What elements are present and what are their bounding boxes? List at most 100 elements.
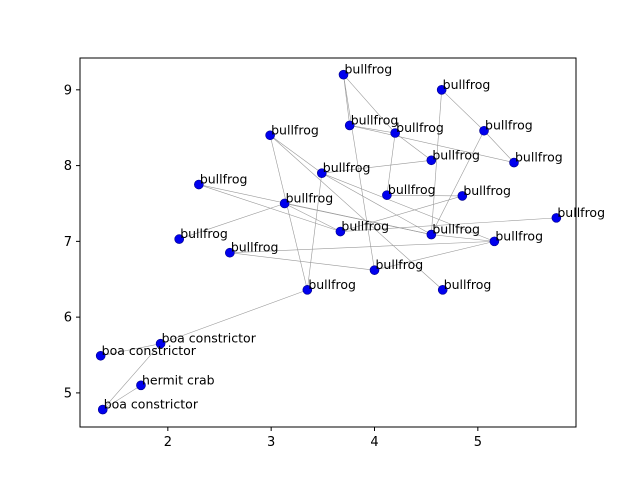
data-point-13: [551, 213, 562, 223]
data-point-7: [509, 157, 519, 168]
edge-line-23: [229, 252, 375, 271]
point-label-23: boa constrictor: [102, 343, 197, 358]
edge-line-19: [340, 195, 463, 232]
edge-line-31: [321, 172, 495, 242]
edge-line-33: [198, 184, 432, 235]
edge-line-27: [100, 343, 161, 357]
point-label-19: bullfrog: [376, 257, 424, 272]
point-label-0: bullfrog: [345, 62, 393, 77]
x-tick-label-0: 2: [164, 435, 172, 450]
data-point-10: [382, 190, 392, 200]
edge-line-10: [307, 173, 323, 290]
point-label-10: bullfrog: [388, 182, 436, 197]
edge-line-26: [160, 289, 308, 344]
x-tick-label-1: 3: [267, 435, 275, 450]
data-point-21: [437, 285, 448, 295]
point-label-7: bullfrog: [515, 150, 563, 165]
data-point-4: [479, 125, 489, 136]
point-label-20: bullfrog: [308, 277, 356, 292]
point-label-2: bullfrog: [351, 112, 399, 127]
point-label-14: bullfrog: [341, 219, 389, 234]
edge-line-0: [343, 74, 350, 126]
y-tick-label-1: 6: [64, 311, 72, 326]
point-label-3: bullfrog: [396, 120, 444, 135]
edge-line-29: [102, 385, 142, 410]
data-point-0: [338, 69, 349, 80]
y-tick-label-3: 8: [64, 159, 72, 174]
edge-line-12: [269, 135, 322, 174]
edge-line-22: [431, 130, 485, 235]
edge-line-32: [284, 203, 341, 232]
edge-line-3: [349, 125, 515, 163]
data-point-8: [316, 168, 327, 178]
point-label-17: bullfrog: [495, 228, 543, 243]
point-label-16: bullfrog: [180, 226, 228, 241]
data-point-2: [344, 120, 355, 131]
point-label-11: bullfrog: [463, 183, 511, 198]
data-point-14: [335, 226, 346, 237]
data-point-22: [155, 338, 166, 349]
edge-line-8: [483, 130, 515, 163]
edge-line-15: [198, 184, 341, 232]
data-point-24: [136, 380, 146, 391]
point-label-21: bullfrog: [444, 277, 492, 292]
data-point-25: [97, 404, 108, 415]
point-layer: [95, 69, 562, 415]
point-label-6: bullfrog: [432, 147, 480, 162]
edge-line-20: [340, 217, 557, 232]
edge-line-5: [386, 132, 396, 196]
edge-line-25: [374, 241, 495, 271]
data-point-11: [457, 191, 468, 201]
edge-line-24: [229, 241, 495, 254]
edge-line-30: [343, 74, 396, 134]
x-tick-label-2: 4: [370, 435, 378, 450]
data-point-9: [194, 179, 204, 190]
x-axis: 2 3 4 5: [164, 427, 482, 450]
edge-line-4: [394, 132, 432, 161]
data-point-18: [225, 247, 235, 258]
point-label-22: boa constrictor: [162, 331, 257, 346]
data-point-17: [489, 236, 500, 247]
y-axis: 5 6 7 8 9: [64, 83, 80, 401]
edge-line-21: [431, 234, 495, 242]
edge-line-2: [349, 125, 396, 134]
data-point-19: [369, 265, 380, 275]
data-point-6: [426, 155, 437, 166]
y-tick-label-2: 7: [64, 235, 72, 250]
data-point-16: [174, 234, 184, 244]
x-tick-label-3: 5: [474, 435, 482, 450]
edge-line-14: [269, 135, 443, 291]
point-label-13: bullfrog: [557, 205, 605, 220]
y-tick-label-0: 5: [64, 386, 72, 401]
edge-line-11: [321, 172, 432, 235]
data-point-5: [265, 130, 275, 141]
edge-layer: [100, 74, 557, 410]
point-label-24: hermit crab: [142, 372, 215, 387]
edge-line-16: [179, 203, 285, 240]
data-point-15: [426, 229, 437, 240]
point-label-1: bullfrog: [443, 77, 491, 92]
point-label-12: bullfrog: [286, 190, 334, 205]
point-label-5: bullfrog: [271, 122, 319, 137]
data-point-3: [390, 128, 400, 138]
edge-line-9: [321, 159, 432, 174]
data-point-23: [95, 350, 106, 361]
point-label-4: bullfrog: [485, 118, 533, 133]
point-label-15: bullfrog: [432, 222, 480, 237]
edge-line-7: [431, 89, 442, 235]
data-point-12: [279, 198, 290, 209]
edge-line-1: [343, 74, 375, 271]
plot-frame: [79, 57, 577, 428]
point-label-25: boa constrictor: [104, 397, 199, 412]
data-point-1: [436, 85, 447, 95]
point-label-18: bullfrog: [231, 240, 279, 255]
point-label-8: bullfrog: [323, 160, 371, 175]
point-label-9: bullfrog: [200, 172, 248, 187]
edge-line-28: [102, 343, 161, 410]
edge-line-13: [269, 135, 308, 290]
data-point-20: [302, 285, 313, 295]
edge-line-6: [441, 89, 485, 131]
edge-line-18: [386, 194, 463, 197]
